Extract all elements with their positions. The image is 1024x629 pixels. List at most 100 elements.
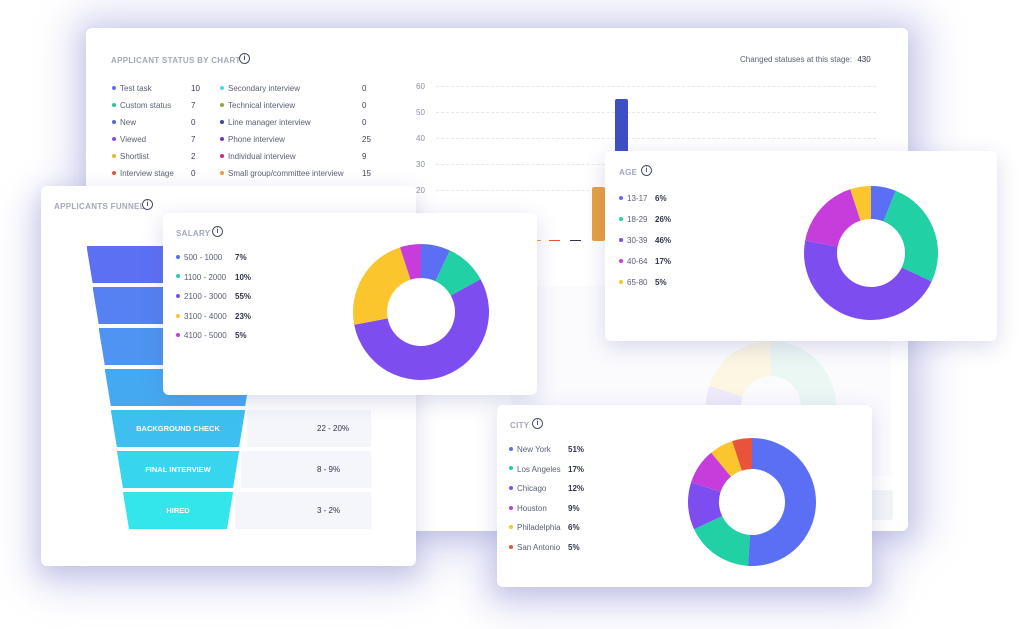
legend-dot [112, 153, 116, 158]
bar [592, 186, 605, 241]
city-card: City i New York 51% Los Angeles 17% Chicago 1… [497, 405, 872, 587]
legend-label: 3100 - 4000 [184, 311, 227, 321]
donut-slice [688, 482, 723, 530]
legend-percent: 12% [568, 484, 585, 494]
legend-label: Philadelphia [517, 523, 561, 533]
status-count: 15 [362, 169, 371, 178]
status-count: 0 [362, 101, 367, 110]
legend-label: New York [517, 445, 551, 454]
status-legend-item: Viewed [112, 135, 146, 144]
legend-dot [176, 294, 180, 299]
legend-label: 65-80 [627, 278, 648, 287]
legend-label: Houston [517, 503, 547, 513]
legend-label: 2100 - 3000 [184, 292, 227, 302]
info-icon[interactable]: i [239, 53, 250, 64]
status-legend-item: Line manager interview [220, 118, 311, 127]
legend-item: 18-29 [619, 215, 647, 224]
legend-label: San Antonio [517, 543, 561, 552]
status-count: 0 [362, 84, 367, 93]
status-count: 2 [191, 152, 196, 161]
legend-percent: 46% [655, 236, 672, 245]
status-label: Custom status [120, 101, 172, 110]
status-count: 7 [191, 135, 196, 144]
funnel-value: 8 - 9% [317, 465, 341, 474]
age-card: Age i 13-17 6% 18-29 26% 30-39 46% 40-64 17% 65-… [605, 151, 997, 341]
info-icon[interactable]: i [532, 418, 543, 429]
legend-percent: 5% [235, 331, 247, 341]
legend-dot [220, 119, 224, 124]
funnel-value-cell [235, 492, 371, 529]
legend-percent: 55% [235, 292, 252, 302]
donut-slice [871, 186, 896, 222]
status-legend-item: Interview stage [112, 169, 174, 178]
legend-dot [112, 136, 116, 141]
status-legend-item: Phone interview [220, 135, 285, 144]
city-donut-chart [688, 438, 816, 566]
donut-slice [435, 250, 481, 296]
gridline [436, 138, 876, 139]
donut-slice [747, 438, 816, 566]
legend-percent: 9% [568, 503, 580, 513]
status-legend-item: Shortlist [112, 152, 149, 161]
bar-stub [570, 240, 581, 241]
funnel-value-cell [241, 451, 371, 488]
legend-percent: 7% [235, 253, 247, 262]
legend-dot [220, 85, 224, 90]
status-legend-item: Individual interview [220, 152, 296, 161]
legend-percent: 6% [655, 194, 667, 203]
legend-dot [112, 170, 116, 175]
funnel-value: 3 - 2% [317, 506, 341, 515]
y-tick: 60 [416, 82, 425, 91]
salary-donut-chart [353, 244, 489, 380]
donut-slice [353, 247, 411, 325]
y-tick: 20 [416, 186, 425, 195]
legend-item: Los Angeles [509, 465, 561, 474]
status-count: 10 [191, 84, 200, 93]
status-label: Interview stage [120, 169, 174, 178]
donut-slice [421, 244, 450, 282]
status-count: 25 [362, 135, 371, 144]
legend-dot [619, 216, 623, 221]
status-label: Line manager interview [228, 118, 311, 127]
legend-label: 13-17 [627, 194, 648, 203]
info-icon[interactable]: i [212, 226, 223, 237]
status-count: 0 [362, 118, 367, 127]
legend-item: 4100 - 5000 [176, 331, 227, 340]
legend-label: 30-39 [627, 236, 648, 245]
bar-stub [549, 240, 560, 241]
legend-dot [509, 486, 513, 491]
info-icon[interactable]: i [641, 165, 652, 176]
funnel-card-title: Applicants funnel [54, 202, 145, 211]
legend-label: 1100 - 2000 [184, 272, 227, 282]
legend-percent: 23% [235, 311, 252, 321]
status-label: Secondary interview [228, 84, 301, 93]
donut-slice [805, 189, 861, 247]
legend-item: 40-64 [619, 257, 647, 266]
status-legend-item: Technical interview [220, 101, 295, 110]
legend-item: 30-39 [619, 236, 647, 245]
legend-percent: 26% [655, 215, 672, 224]
legend-dot [176, 333, 180, 338]
status-label: Viewed [120, 135, 147, 144]
donut-slice [354, 279, 489, 380]
info-icon[interactable]: i [142, 199, 153, 210]
status-label: Shortlist [120, 152, 149, 161]
status-count: 0 [191, 118, 196, 127]
legend-item: 3100 - 4000 [176, 312, 227, 321]
legend-dot [220, 102, 224, 107]
legend-dot [509, 466, 513, 471]
gridline [436, 86, 876, 87]
legend-item: 500 - 1000 [176, 253, 222, 262]
changed-statuses-label: Changed statuses at this stage: [740, 55, 853, 64]
donut-slice [694, 516, 750, 566]
status-label: Small group/committee interview [228, 169, 344, 178]
status-legend-item: Custom status [112, 101, 171, 110]
donut-slice [691, 452, 731, 492]
legend-percent: 5% [568, 543, 580, 552]
legend-label: Chicago [517, 484, 547, 494]
donut-slice [399, 244, 421, 280]
city-card-title: City [510, 421, 530, 430]
legend-item: 13-17 [619, 194, 647, 203]
legend-item: New York [509, 445, 551, 454]
legend-percent: 6% [568, 523, 580, 533]
